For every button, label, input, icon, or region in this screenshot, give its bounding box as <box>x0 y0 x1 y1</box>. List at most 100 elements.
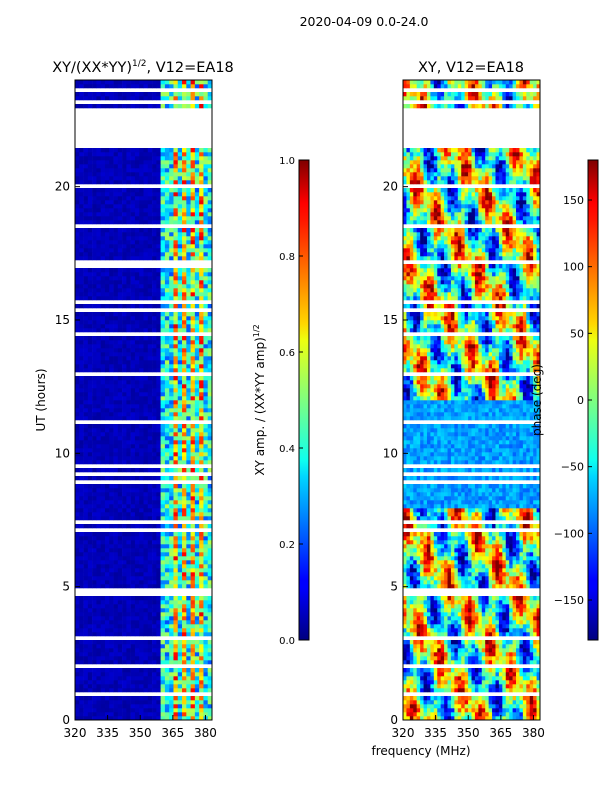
amplitude-cell <box>100 164 106 169</box>
amplitude-cell <box>160 508 166 513</box>
amplitude-cell <box>164 456 170 461</box>
amplitude-cell <box>134 280 140 285</box>
amplitude-cell <box>100 320 106 325</box>
amplitude-cell <box>169 460 174 465</box>
phase-cell <box>457 716 462 721</box>
amplitude-cell <box>164 416 170 421</box>
amplitude-cell <box>83 560 89 565</box>
amplitude-cell <box>199 424 204 429</box>
amplitude-cell <box>194 252 200 257</box>
amplitude-cell <box>126 616 131 621</box>
amplitude-cell <box>147 508 153 513</box>
phase-cell <box>423 696 428 701</box>
amplitude-cell <box>143 504 149 509</box>
amplitude-cell <box>164 544 170 549</box>
amplitude-cell <box>75 428 80 433</box>
amplitude-cell <box>147 572 153 577</box>
amplitude-cell <box>122 416 127 421</box>
amplitude-cell <box>117 444 123 449</box>
amplitude-cell <box>160 352 166 357</box>
amplitude-cell <box>79 476 84 481</box>
amplitude-cell <box>164 200 170 205</box>
amplitude-cell <box>147 532 153 537</box>
amplitude-cell <box>134 688 140 693</box>
phase-cell <box>403 716 407 721</box>
amplitude-cell <box>190 548 196 553</box>
phase-cell <box>526 644 531 649</box>
amplitude-cell <box>83 540 89 545</box>
phase-cell <box>498 632 503 637</box>
phase-cell <box>522 700 527 705</box>
amplitude-cell <box>96 352 101 357</box>
amplitude-cell <box>177 660 183 665</box>
amplitude-cell <box>117 168 123 173</box>
amplitude-cell <box>96 540 101 545</box>
amplitude-cell <box>130 288 136 293</box>
amplitude-cell <box>152 668 157 673</box>
phase-cell <box>433 688 438 693</box>
amplitude-cell <box>87 384 93 389</box>
amplitude-cell <box>75 572 80 577</box>
amplitude-cell <box>100 104 106 109</box>
amplitude-cell <box>96 396 101 401</box>
amplitude-cell <box>113 388 119 393</box>
amplitude-cell <box>139 352 144 357</box>
amplitude-cell <box>199 684 204 689</box>
phase-cell <box>474 676 479 681</box>
amplitude-cell <box>100 512 106 517</box>
amplitude-cell <box>109 416 114 421</box>
amplitude-cell <box>207 356 213 361</box>
phase-cell <box>478 684 483 689</box>
amplitude-cell <box>164 168 170 173</box>
amplitude-cell <box>104 232 110 237</box>
amplitude-cell <box>130 688 136 693</box>
amplitude-cell <box>199 668 204 673</box>
amplitude-cell <box>177 704 183 709</box>
amplitude-cell <box>190 716 196 721</box>
amplitude-cell <box>92 156 97 161</box>
amplitude-cell <box>122 380 127 385</box>
phase-cell <box>481 632 486 637</box>
amplitude-cell <box>177 712 183 717</box>
amplitude-cell <box>83 424 89 429</box>
amplitude-cell <box>143 456 149 461</box>
amplitude-cell <box>130 148 136 153</box>
amplitude-cell <box>122 688 127 693</box>
amplitude-cell <box>83 536 89 541</box>
amplitude-cell <box>173 320 179 325</box>
phase-cell <box>406 704 411 709</box>
phase-cell <box>461 684 465 689</box>
phase-cell <box>437 652 441 657</box>
amplitude-cell <box>139 536 144 541</box>
amplitude-cell <box>143 488 149 493</box>
amplitude-cell <box>190 212 196 217</box>
amplitude-cell <box>104 532 110 537</box>
amplitude-cell <box>203 552 209 557</box>
amplitude-cell <box>92 504 97 509</box>
amplitude-cell <box>147 248 153 253</box>
amplitude-cell <box>194 436 200 441</box>
amplitude-cell <box>113 456 119 461</box>
phase-cell <box>512 672 517 677</box>
amplitude-cell <box>79 444 84 449</box>
amplitude-cell <box>75 392 80 397</box>
amplitude-cell <box>92 352 97 357</box>
amplitude-cell <box>160 344 166 349</box>
amplitude-cell <box>117 216 123 221</box>
amplitude-cell <box>160 312 166 317</box>
amplitude-cell <box>96 596 101 601</box>
amplitude-cell <box>190 96 196 101</box>
amplitude-cell <box>100 188 106 193</box>
amplitude-cell <box>190 448 196 453</box>
amplitude-cell <box>152 656 157 661</box>
amplitude-cell <box>186 356 191 361</box>
amplitude-cell <box>177 232 183 237</box>
amplitude-cell <box>169 576 174 581</box>
phase-cell <box>433 704 438 709</box>
amplitude-cell <box>152 412 157 417</box>
phase-cell <box>505 688 510 693</box>
amplitude-cell <box>199 312 204 317</box>
phase-cell <box>413 628 417 633</box>
amplitude-cell <box>79 396 84 401</box>
amplitude-cell <box>199 324 204 329</box>
